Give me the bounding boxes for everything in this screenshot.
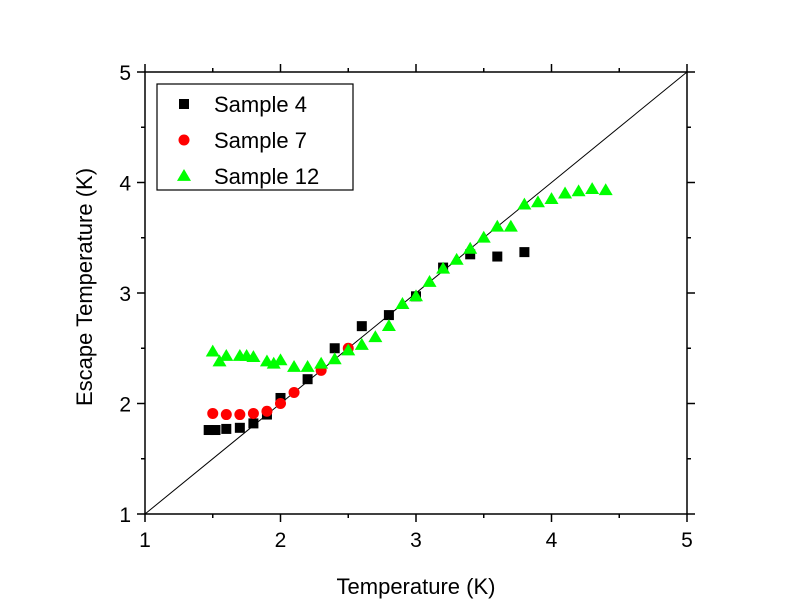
y-tick-label: 5 xyxy=(119,62,131,85)
data-point xyxy=(422,274,437,287)
data-point xyxy=(395,297,410,309)
data-point xyxy=(247,407,259,419)
data-point xyxy=(341,343,356,356)
x-axis-title: Temperature (K) xyxy=(337,574,496,599)
data-point xyxy=(287,360,302,372)
y-tick-label: 2 xyxy=(119,394,131,417)
legend-marker xyxy=(178,134,190,146)
data-point xyxy=(302,374,313,385)
data-point xyxy=(219,348,234,361)
data-point xyxy=(275,392,286,403)
x-axis: 1 2 3 4 5 xyxy=(139,64,693,552)
legend-item: Sample 7 xyxy=(178,128,307,153)
data-point xyxy=(356,321,367,332)
data-point xyxy=(275,398,286,409)
legend-item: Sample 4 xyxy=(179,92,307,117)
data-point xyxy=(436,261,451,274)
data-point xyxy=(210,425,221,436)
data-point xyxy=(558,186,573,199)
data-point xyxy=(234,409,246,421)
y-axis-title: Escape Temperature (K) xyxy=(72,168,97,406)
legend-label: Sample 7 xyxy=(214,128,307,153)
legend-marker xyxy=(179,99,189,109)
data-point xyxy=(207,407,219,419)
data-point xyxy=(383,310,394,321)
data-point xyxy=(266,356,281,369)
data-point xyxy=(449,252,464,265)
data-point xyxy=(585,182,600,195)
data-point xyxy=(571,184,586,197)
legend: Sample 4 Sample 7 Sample 12 xyxy=(156,83,354,191)
data-point xyxy=(381,319,396,332)
data-point xyxy=(300,360,315,372)
data-point xyxy=(503,219,518,232)
data-point xyxy=(234,422,245,433)
x-tick-label: 5 xyxy=(681,529,693,552)
data-point xyxy=(246,350,261,362)
legend-marker xyxy=(177,169,191,181)
legend-item: Sample 12 xyxy=(177,164,319,189)
data-point xyxy=(519,247,530,258)
data-point xyxy=(530,195,545,208)
data-point xyxy=(261,405,273,417)
y-tick-label: 3 xyxy=(119,283,131,306)
x-tick-label: 1 xyxy=(139,529,151,552)
data-point xyxy=(409,289,423,302)
data-markers xyxy=(203,182,613,436)
y-tick-label: 1 xyxy=(119,504,131,527)
legend-box xyxy=(156,83,354,191)
x-tick-label: 2 xyxy=(275,529,287,552)
data-point xyxy=(203,425,214,436)
data-point xyxy=(314,356,329,369)
data-point xyxy=(544,192,559,204)
data-point xyxy=(220,409,232,421)
data-point xyxy=(212,354,227,367)
data-point xyxy=(598,183,613,196)
legend-label: Sample 12 xyxy=(214,164,319,189)
data-point xyxy=(490,219,505,232)
x-tick-label: 3 xyxy=(410,529,422,552)
data-point xyxy=(327,352,342,365)
data-point xyxy=(476,230,491,243)
data-point xyxy=(205,344,220,357)
data-point xyxy=(463,241,478,254)
y-axis: 1 2 3 4 5 xyxy=(119,62,695,527)
data-point xyxy=(329,343,340,354)
data-point xyxy=(273,353,288,366)
data-point xyxy=(288,386,300,398)
series-sample-12 xyxy=(205,182,613,372)
data-point xyxy=(368,330,383,343)
x-tick-label: 4 xyxy=(546,529,558,552)
y-tick-label: 4 xyxy=(119,173,131,196)
data-point xyxy=(248,418,259,429)
data-point xyxy=(492,251,503,262)
data-point xyxy=(221,423,232,434)
series-sample-4 xyxy=(203,247,530,436)
data-point xyxy=(354,337,369,350)
data-point xyxy=(465,249,476,260)
legend-label: Sample 4 xyxy=(214,92,307,117)
data-point xyxy=(517,197,532,210)
